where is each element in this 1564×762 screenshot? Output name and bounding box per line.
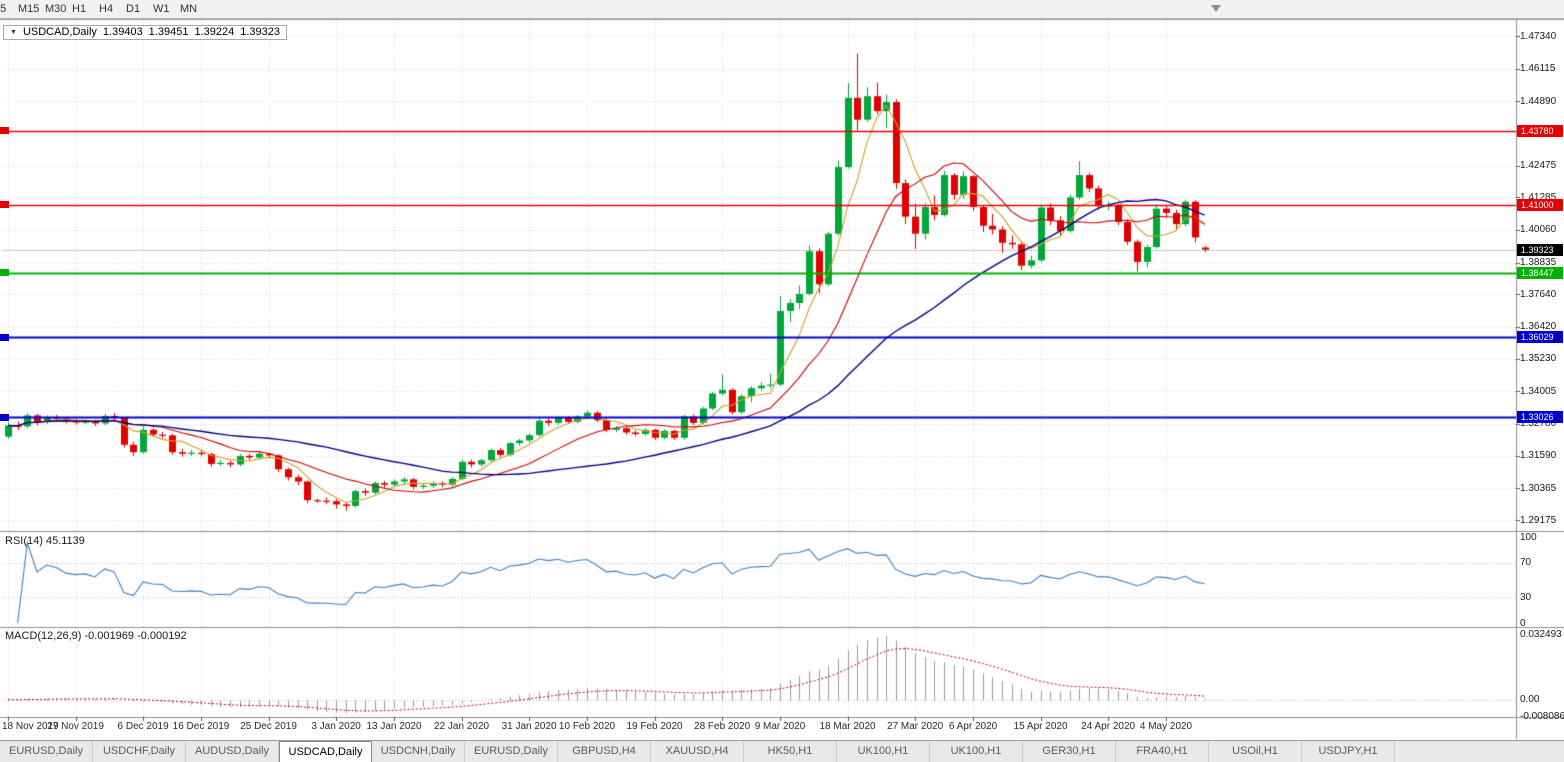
timeframe-M15[interactable]: M15 xyxy=(18,3,40,15)
chart-tab-FRA40H1[interactable]: FRA40,H1 xyxy=(1116,741,1209,762)
timeframe-MN[interactable]: MN xyxy=(180,3,198,15)
timeframe-M5[interactable]: M5 xyxy=(0,3,7,15)
ohlc-open: 1.39403 xyxy=(102,26,143,38)
chart-tab-USOilH1[interactable]: USOil,H1 xyxy=(1209,741,1302,762)
symbol-dropdown-icon[interactable]: ▼ xyxy=(10,29,17,36)
chart-tab-AUDUSDDaily[interactable]: AUDUSD,Daily xyxy=(186,741,279,762)
chart-title-box[interactable]: ▼ USDCAD,Daily 1.39403 1.39451 1.39224 1… xyxy=(3,25,287,40)
chart-tab-EURUSDDaily[interactable]: EURUSD,Daily xyxy=(0,741,93,762)
chart-tab-HK50H1[interactable]: HK50,H1 xyxy=(744,741,837,762)
timeframe-buttons: M5 M15 M30 H1 H4 D1 W1 MN xyxy=(0,3,207,15)
chart-tab-GBPUSDH4[interactable]: GBPUSD,H4 xyxy=(558,741,651,762)
chart-tab-USDCNHDaily[interactable]: USDCNH,Daily xyxy=(372,741,465,762)
chart-tab-UK100H1[interactable]: UK100,H1 xyxy=(837,741,930,762)
chart-tab-USDCADDaily[interactable]: USDCAD,Daily xyxy=(279,741,372,762)
chart-tab-XAUUSDH4[interactable]: XAUUSD,H4 xyxy=(651,741,744,762)
timeframe-H1[interactable]: H1 xyxy=(72,3,87,15)
timeframe-D1[interactable]: D1 xyxy=(126,3,141,15)
chart-tab-UK100H1[interactable]: UK100,H1 xyxy=(930,741,1023,762)
ohlc-high: 1.39451 xyxy=(148,26,189,38)
ohlc-close: 1.39323 xyxy=(240,26,280,38)
chart-tab-USDJPYH1[interactable]: USDJPY,H1 xyxy=(1302,741,1395,762)
chart-tab-USDCHFDaily[interactable]: USDCHF,Daily xyxy=(93,741,186,762)
macd-indicator-label: MACD(12,26,9) -0.001969 -0.000192 xyxy=(5,630,187,642)
timeframe-W1[interactable]: W1 xyxy=(153,3,170,15)
timeframe-toolbar: M5 M15 M30 H1 H4 D1 W1 MN xyxy=(0,0,1564,19)
chart-tabs-bar: EURUSD,Daily USDCHF,Daily AUDUSD,Daily USDC… xyxy=(0,740,1564,762)
chart-tab-EURUSDDaily[interactable]: EURUSD,Daily xyxy=(465,741,558,762)
chart-symbol-label: USDCAD,Daily xyxy=(22,26,97,38)
chart-shift-marker[interactable] xyxy=(1211,5,1221,12)
timeframe-H4[interactable]: H4 xyxy=(99,3,114,15)
timeframe-M30[interactable]: M30 xyxy=(45,3,67,15)
rsi-indicator-label: RSI(14) 45.1139 xyxy=(5,535,85,547)
ohlc-low: 1.39224 xyxy=(194,26,235,38)
chart-tab-GER30H1[interactable]: GER30,H1 xyxy=(1023,741,1116,762)
